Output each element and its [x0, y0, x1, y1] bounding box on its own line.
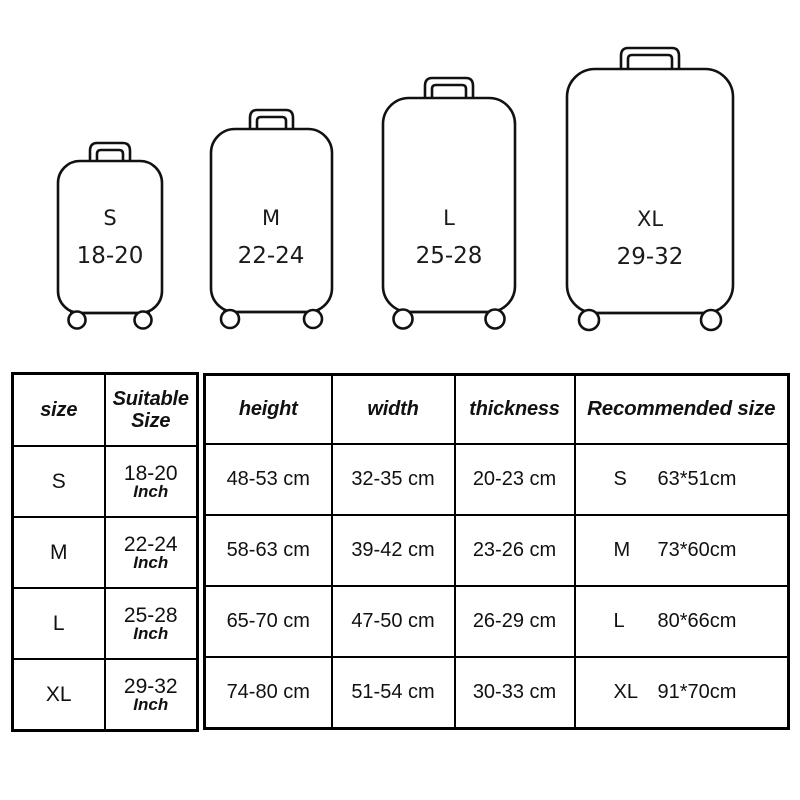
- cell-width: 39-42 cm: [330, 514, 456, 587]
- suitable-range: 18-20: [123, 462, 178, 485]
- small-suitcase: S 18-20: [52, 132, 168, 337]
- wheel-right: [484, 308, 506, 330]
- wheel-right: [302, 308, 324, 330]
- body-shape: [565, 67, 735, 315]
- handle-shape: [88, 141, 132, 165]
- handle-shape: [619, 46, 681, 73]
- cell-suitable-size: 29-32 Inch: [103, 658, 199, 732]
- case-size-label: M: [262, 206, 280, 230]
- recommended-size-letter: XL: [613, 681, 638, 703]
- suitable-range: 29-32: [123, 675, 178, 698]
- handle-shape: [423, 76, 475, 102]
- case-size-label: S: [103, 206, 116, 230]
- column-header-suitable-size: Suitable Size: [103, 372, 199, 447]
- cell-height: 48-53 cm: [203, 443, 333, 516]
- cell-recommended-size: XL 91*70cm: [573, 656, 790, 730]
- table-header-row: size Suitable Size: [11, 372, 199, 447]
- table-row: 58-63 cm 39-42 cm 23-26 cm M 73*60cm: [203, 514, 790, 587]
- cell-recommended-size: M 73*60cm: [573, 514, 790, 587]
- recommended-size-letter: S: [613, 468, 627, 490]
- cell-size: XL: [11, 658, 106, 732]
- case-size-label: L: [443, 206, 455, 230]
- recommended-size-letter: M: [613, 539, 631, 561]
- wheel-right: [133, 310, 153, 330]
- recommended-size-letter: L: [613, 610, 625, 632]
- table-row: XL 29-32 Inch: [11, 658, 199, 732]
- table-row: M 22-24 Inch: [11, 516, 199, 589]
- table-row: 48-53 cm 32-35 cm 20-23 cm S 63*51cm: [203, 443, 790, 516]
- medium-suitcase: M 22-24: [205, 99, 338, 337]
- handle-shape: [248, 108, 295, 133]
- cell-height: 58-63 cm: [203, 514, 333, 587]
- cell-size: M: [11, 516, 106, 589]
- cell-thickness: 20-23 cm: [453, 443, 576, 516]
- column-header-thickness: thickness: [453, 373, 576, 445]
- column-header-recommended-size: Recommended size: [573, 373, 790, 445]
- suitable-range: 25-28: [123, 604, 178, 627]
- cell-suitable-size: 22-24 Inch: [103, 516, 199, 589]
- case-size-label: XL: [637, 207, 663, 231]
- body-shape: [56, 159, 164, 315]
- suitable-unit: Inch: [133, 482, 169, 501]
- wheel-left: [392, 308, 414, 330]
- wheel-left: [67, 310, 87, 330]
- cell-suitable-size: 18-20 Inch: [103, 445, 199, 518]
- recommended-size-dimension: 73*60cm: [657, 539, 737, 561]
- specification-table: height width thickness Recommended size …: [203, 373, 790, 730]
- table-row: 65-70 cm 47-50 cm 26-29 cm L 80*66cm: [203, 585, 790, 658]
- recommended-size-dimension: 63*51cm: [657, 468, 737, 490]
- size-table: size Suitable Size S 18-20 Inch M 22-24 …: [11, 372, 199, 732]
- cell-size: S: [11, 445, 106, 518]
- wheel-left: [219, 308, 241, 330]
- cell-recommended-size: S 63*51cm: [573, 443, 790, 516]
- case-inch-label: 18-20: [77, 243, 144, 269]
- column-header-width: width: [330, 373, 456, 445]
- column-header-height: height: [203, 373, 333, 445]
- wheel-right: [699, 308, 723, 332]
- suitcase-illustration-row: S 18-20 M 22-24 L 25-28: [0, 0, 800, 355]
- suitable-unit: Inch: [133, 624, 169, 643]
- case-inch-label: 29-32: [617, 244, 684, 270]
- cell-width: 51-54 cm: [330, 656, 456, 730]
- cell-width: 47-50 cm: [330, 585, 456, 658]
- cell-thickness: 26-29 cm: [453, 585, 576, 658]
- cell-height: 65-70 cm: [203, 585, 333, 658]
- cell-width: 32-35 cm: [330, 443, 456, 516]
- recommended-size-dimension: 91*70cm: [657, 681, 737, 703]
- large-suitcase: L 25-28: [377, 67, 521, 337]
- wheel-left: [577, 308, 601, 332]
- cell-suitable-size: 25-28 Inch: [103, 587, 199, 660]
- table-row: 74-80 cm 51-54 cm 30-33 cm XL 91*70cm: [203, 656, 790, 730]
- recommended-size-dimension: 80*66cm: [657, 610, 737, 632]
- suitable-range: 22-24: [123, 533, 178, 556]
- table-row: S 18-20 Inch: [11, 445, 199, 518]
- table-row: L 25-28 Inch: [11, 587, 199, 660]
- cell-thickness: 23-26 cm: [453, 514, 576, 587]
- suitable-unit: Inch: [133, 695, 169, 714]
- extra-large-suitcase: XL 29-32: [559, 37, 741, 337]
- cell-thickness: 30-33 cm: [453, 656, 576, 730]
- suitable-unit: Inch: [133, 553, 169, 572]
- column-header-size: size: [11, 372, 106, 447]
- cell-height: 74-80 cm: [203, 656, 333, 730]
- case-inch-label: 25-28: [416, 243, 483, 269]
- body-shape: [381, 96, 517, 314]
- cell-recommended-size: L 80*66cm: [573, 585, 790, 658]
- cell-size: L: [11, 587, 106, 660]
- case-inch-label: 22-24: [238, 243, 305, 269]
- table-header-row: height width thickness Recommended size: [203, 373, 790, 445]
